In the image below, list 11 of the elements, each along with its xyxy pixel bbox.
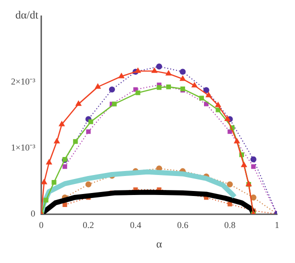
y-tick-label: 2×10⁻³ — [10, 76, 36, 87]
x-tick-label: 0.2 — [82, 220, 94, 230]
x-tick-label: 0 — [39, 220, 44, 230]
x-tick-label: 1 — [274, 220, 280, 230]
x-tick-label: 0.4 — [130, 220, 142, 230]
y-tick-label: 0 — [30, 208, 36, 218]
x-tick-label: 0.6 — [177, 220, 189, 230]
y-axis-title: dα/dt — [15, 9, 38, 22]
x-axis-title: α — [156, 238, 162, 250]
y-tick-label: 1×10⁻³ — [10, 142, 36, 152]
x-tick-label: 0.8 — [224, 220, 236, 230]
